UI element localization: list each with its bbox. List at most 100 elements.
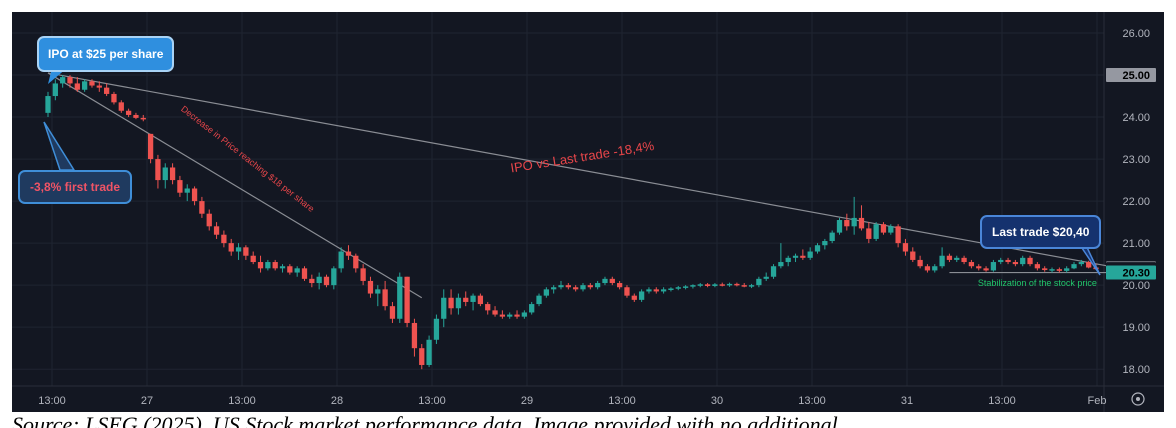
candle-body — [257, 262, 264, 269]
candle-body — [1034, 264, 1041, 269]
candle-76 — [602, 276, 608, 286]
candle-122 — [939, 247, 945, 269]
candle-56 — [455, 293, 462, 315]
candle-89 — [697, 283, 703, 288]
candle-body — [800, 255, 806, 258]
source-caption: Source: LSEG (2025), US Stock market per… — [12, 412, 838, 428]
candle-body — [756, 278, 762, 286]
candle-39 — [331, 266, 337, 290]
candle-body — [191, 188, 198, 202]
candle-body — [844, 220, 850, 227]
callout-first-trade: -3,8% first trade — [18, 170, 133, 204]
candle-106 — [822, 238, 828, 250]
candle-102 — [792, 253, 799, 263]
candle-body — [946, 255, 953, 260]
chart-panel: IPO vs Last trade -18,4% Decrease in Pric… — [12, 12, 1164, 412]
candle-body — [265, 262, 271, 269]
candle-105 — [814, 243, 821, 254]
candle-body — [492, 310, 498, 315]
candle-body — [441, 297, 447, 319]
candle-41 — [345, 245, 352, 260]
candle-body — [250, 255, 256, 263]
x-tick-label-10: 13:00 — [988, 395, 1016, 407]
candlestick-chart: IPO vs Last trade -18,4%Decrease in Pric… — [12, 12, 1164, 412]
y-tick-label-3: 23.00 — [1122, 154, 1150, 166]
candle-58 — [470, 293, 476, 311]
candle-body — [272, 262, 278, 269]
candle-body — [279, 266, 286, 269]
x-tick-label-3: 28 — [331, 395, 343, 407]
candle-body — [243, 247, 249, 256]
candle-body — [1012, 262, 1019, 265]
candle-body — [543, 289, 549, 296]
candle-21 — [199, 196, 205, 218]
candle-body — [125, 110, 132, 115]
candle-101 — [785, 255, 791, 267]
candle-body — [873, 224, 879, 239]
candle-3 — [67, 75, 73, 88]
candle-135 — [1034, 262, 1041, 271]
price-tag-label: 25.00 — [1122, 70, 1150, 82]
candle-body — [529, 304, 535, 313]
candle-body — [741, 285, 747, 287]
candle-body — [902, 243, 909, 252]
candle-111 — [858, 205, 865, 231]
candle-109 — [844, 213, 850, 231]
candle-77 — [609, 276, 615, 286]
y-tick-label-4: 22.00 — [1122, 196, 1150, 208]
candle-38 — [323, 274, 330, 288]
candle-body — [309, 278, 315, 284]
candle-86 — [675, 285, 681, 291]
candle-body — [184, 188, 190, 193]
candle-8 — [103, 83, 110, 97]
candle-57 — [463, 291, 469, 307]
candle-body — [45, 96, 51, 113]
candle-53 — [433, 314, 440, 344]
candle-body — [499, 314, 506, 317]
candle-body — [587, 285, 593, 288]
candle-20 — [191, 186, 198, 206]
candle-body — [719, 284, 725, 286]
candle-24 — [221, 230, 227, 248]
candle-body — [118, 102, 124, 111]
candle-body — [206, 213, 212, 227]
candle-body — [82, 81, 88, 90]
candle-72 — [573, 285, 579, 292]
candle-30 — [265, 259, 271, 271]
candle-51 — [419, 343, 425, 370]
candle-96 — [748, 283, 755, 289]
candle-130 — [998, 257, 1004, 265]
candle-body — [704, 284, 711, 286]
candle-body — [954, 257, 960, 260]
candle-body — [1027, 257, 1033, 265]
y-tick-label-2: 24.00 — [1122, 112, 1150, 124]
callout-ipo-text: IPO at $25 per share — [48, 47, 164, 61]
candle-121 — [932, 264, 938, 273]
candle-body — [162, 167, 168, 181]
candle-95 — [741, 283, 747, 288]
price-tag-0: 25.00 — [1106, 68, 1156, 83]
candle-body — [353, 255, 359, 269]
candle-124 — [954, 255, 960, 263]
candle-12 — [133, 112, 139, 120]
candle-134 — [1027, 255, 1033, 267]
candle-47 — [389, 301, 396, 323]
candle-33 — [287, 264, 293, 275]
candle-123 — [946, 253, 953, 263]
candle-36 — [309, 274, 315, 288]
candle-body — [646, 289, 652, 292]
x-tick-label-0: 13:00 — [38, 395, 66, 407]
candle-60 — [485, 301, 491, 315]
candle-body — [345, 251, 352, 256]
candle-132 — [1012, 259, 1019, 267]
candle-116 — [895, 224, 901, 248]
candle-body — [624, 287, 630, 296]
candle-55 — [448, 289, 454, 315]
candle-108 — [836, 217, 843, 235]
candle-104 — [807, 247, 813, 260]
candle-body — [609, 278, 615, 284]
x-tick-label-11: Feb — [1088, 395, 1107, 407]
candle-81 — [638, 289, 645, 302]
candle-31 — [272, 259, 278, 271]
candle-body — [573, 287, 579, 290]
